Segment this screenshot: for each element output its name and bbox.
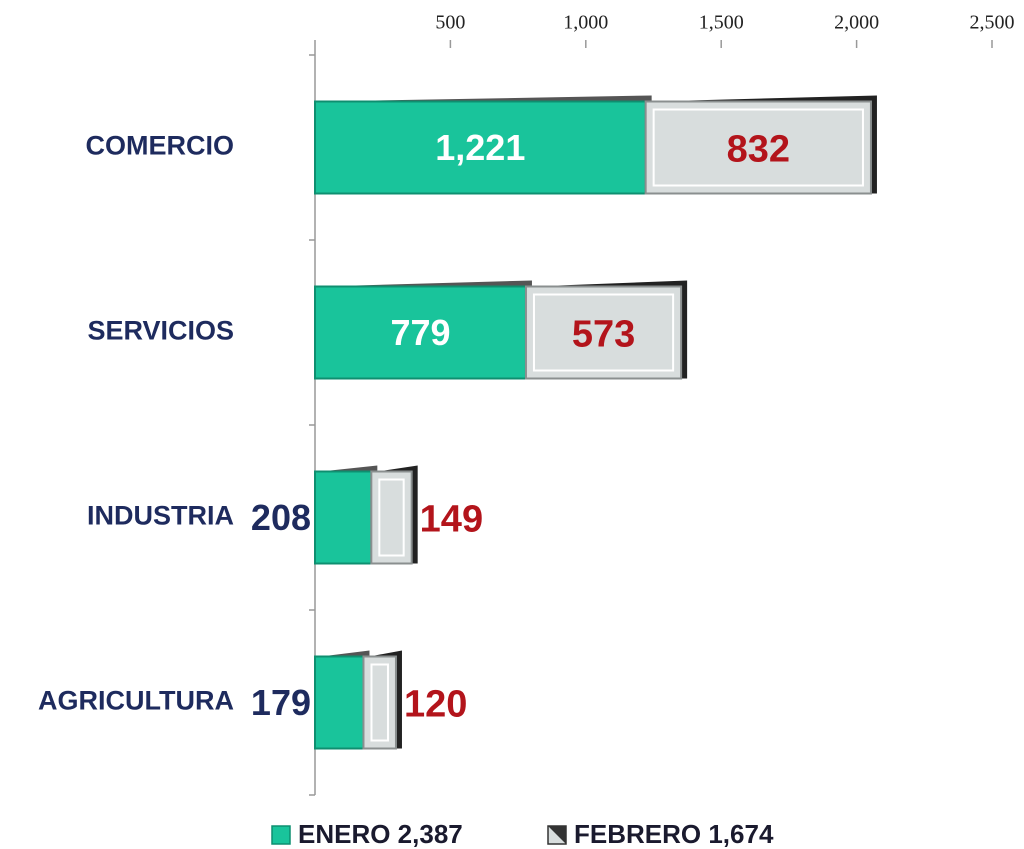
value-label: 1,221 [435, 127, 525, 168]
legend-label: ENERO 2,387 [298, 819, 463, 849]
x-tick-label: 1,500 [699, 12, 744, 34]
category-label: AGRICULTURA [38, 686, 234, 716]
value-label: 179 [251, 682, 311, 723]
x-tick-label: 2,000 [834, 12, 879, 34]
bar-shadow [363, 650, 402, 749]
bar [362, 655, 397, 750]
legend-swatch [271, 825, 291, 845]
bar-bevel [532, 293, 675, 372]
value-label: 573 [572, 314, 635, 356]
bar [314, 470, 373, 565]
bar-bevel [370, 663, 389, 742]
bar-shadow [371, 465, 418, 564]
bar-bevel [378, 478, 405, 557]
value-label: 120 [404, 684, 467, 726]
legend-label: FEBRERO 1,674 [574, 819, 774, 849]
value-label: 208 [251, 497, 311, 538]
category-label: COMERCIO [86, 131, 235, 161]
x-tick-label: 2,500 [970, 12, 1015, 34]
legend-swatch-shade [548, 826, 566, 844]
bar [314, 100, 647, 195]
category-label: INDUSTRIA [87, 501, 234, 531]
bar [524, 285, 683, 380]
x-tick-label: 1,000 [563, 12, 608, 34]
category-label: SERVICIOS [87, 316, 234, 346]
value-label: 149 [420, 499, 483, 541]
bar [370, 470, 413, 565]
bar [644, 100, 872, 195]
value-label: 832 [727, 129, 790, 171]
x-tick-label: 500 [435, 12, 465, 34]
bar-bevel [652, 108, 864, 187]
bar [314, 655, 365, 750]
value-label: 779 [390, 312, 450, 353]
